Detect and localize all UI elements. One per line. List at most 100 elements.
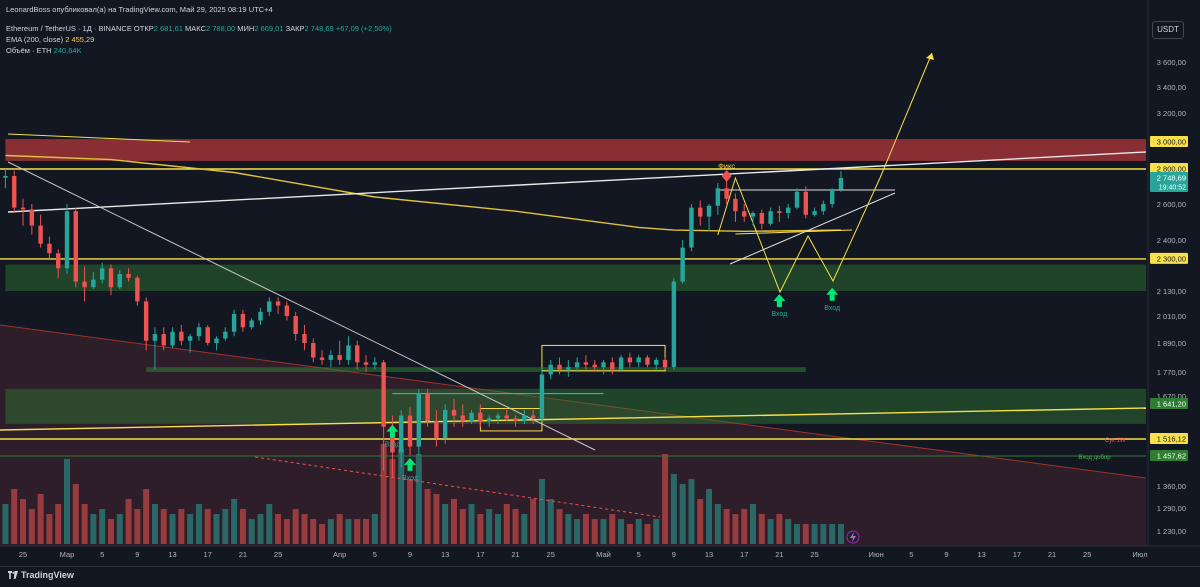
candle-body bbox=[733, 198, 738, 212]
price-axis-highlight-box bbox=[1150, 163, 1188, 174]
candle-body bbox=[504, 415, 509, 419]
candle-body bbox=[522, 415, 527, 422]
volume-bar bbox=[160, 509, 167, 544]
volume-bar bbox=[46, 514, 53, 544]
projected-path-line bbox=[717, 52, 933, 294]
volume-bar bbox=[679, 484, 686, 544]
zone-resistance bbox=[5, 139, 1146, 161]
candle-body bbox=[187, 336, 193, 341]
time-axis-tick-label: 17 bbox=[1013, 550, 1021, 559]
volume-bar bbox=[767, 519, 774, 544]
price-axis-highlight-label: 1 516,12 bbox=[1157, 435, 1186, 444]
candle-body bbox=[821, 204, 826, 212]
price-axis-tick-label: 1 670,00 bbox=[1157, 392, 1186, 401]
price-chart[interactable]: Фикс Вход Вход Вход Вход Сук 1W Вход добор 3 6… bbox=[0, 0, 1200, 566]
volume-bar bbox=[2, 504, 9, 544]
entry-arrow-icon bbox=[386, 424, 399, 438]
volume-bar bbox=[275, 514, 282, 544]
volume-bar bbox=[178, 509, 185, 544]
volume-bar bbox=[635, 519, 642, 544]
volume-bar bbox=[802, 524, 809, 544]
currency-unit-button[interactable]: USDT bbox=[1152, 21, 1184, 39]
candle-body bbox=[627, 357, 633, 363]
price-axis-highlight-label: 3 000,00 bbox=[1157, 138, 1186, 147]
volume-bar bbox=[609, 514, 616, 544]
candle-body bbox=[812, 211, 817, 215]
time-axis-tick-label: Мар bbox=[60, 550, 75, 559]
candle-body bbox=[794, 191, 800, 208]
volume-bar bbox=[125, 499, 132, 544]
volume-bar bbox=[134, 509, 141, 544]
volume-value: 240,64K bbox=[53, 46, 82, 55]
candle-body bbox=[249, 320, 254, 328]
volume-bar bbox=[292, 509, 299, 544]
candle-body bbox=[240, 313, 246, 328]
time-axis-tick-label: 17 bbox=[740, 550, 748, 559]
candle-body bbox=[574, 362, 580, 368]
volume-bar bbox=[319, 524, 326, 544]
annotation-label: Вход bbox=[771, 311, 787, 318]
ema200-line bbox=[5, 154, 841, 233]
footer-brand: TradingView bbox=[21, 570, 74, 580]
volume-bar bbox=[732, 514, 739, 544]
candle-body bbox=[390, 426, 395, 453]
time-axis-tick-label: 13 bbox=[168, 550, 176, 559]
candle-body bbox=[355, 345, 360, 363]
time-axis-tick-label: 9 bbox=[944, 550, 948, 559]
candle-body bbox=[539, 374, 545, 419]
volume-bar bbox=[477, 514, 484, 544]
candle-body bbox=[319, 357, 325, 360]
price-axis-tick-label: 3 600,00 bbox=[1157, 58, 1186, 67]
volume-bar bbox=[424, 489, 431, 544]
candle-body bbox=[20, 207, 26, 210]
time-axis-tick-label: 25 bbox=[19, 550, 27, 559]
price-axis-highlight-label: 1 457,62 bbox=[1157, 452, 1186, 461]
annotation-label: Вход bbox=[824, 305, 840, 312]
time-axis-tick-label: 9 bbox=[135, 550, 139, 559]
volume-bar bbox=[750, 504, 757, 544]
candle-body bbox=[29, 209, 35, 226]
price-axis-highlight-box bbox=[1150, 171, 1188, 192]
price-axis-highlight-box bbox=[1150, 252, 1188, 264]
volume-bar bbox=[11, 489, 18, 544]
ema-label[interactable]: EMA (200, close) bbox=[6, 35, 64, 44]
time-axis-tick-label: 5 bbox=[373, 550, 377, 559]
time-axis-tick-label: 13 bbox=[705, 550, 713, 559]
ohlc-close-label: ЗАКР bbox=[285, 24, 305, 33]
candle-body bbox=[425, 393, 430, 422]
time-axis-tick-label: 25 bbox=[547, 550, 555, 559]
ohlc-high-value: 2 788,00 bbox=[205, 24, 236, 33]
volume-label[interactable]: Объём · ETH bbox=[6, 46, 52, 55]
volume-bar bbox=[450, 499, 457, 544]
volume-bar bbox=[64, 459, 70, 544]
symbol-name[interactable]: Ethereum / TetherUS · 1Д · BINANCE bbox=[6, 24, 132, 33]
time-axis-tick-label: 21 bbox=[1048, 550, 1056, 559]
candle-body bbox=[126, 274, 131, 278]
price-axis-tick-label: 1 770,00 bbox=[1157, 368, 1186, 377]
volume-bar bbox=[389, 459, 396, 544]
candle-body bbox=[196, 327, 202, 337]
time-axis-tick-label: 5 bbox=[909, 550, 913, 559]
candle-body bbox=[99, 268, 105, 280]
volume-bar bbox=[697, 499, 704, 544]
volume-bar bbox=[521, 514, 528, 544]
volume-bar bbox=[248, 519, 255, 544]
chart-background bbox=[0, 0, 1200, 566]
price-axis-tick-label: 3 400,00 bbox=[1157, 83, 1186, 92]
volume-bar bbox=[582, 514, 589, 544]
time-axis-panel bbox=[0, 546, 1200, 566]
candle-body bbox=[267, 301, 272, 312]
zone-support-upper bbox=[5, 264, 1146, 291]
candle-body bbox=[108, 268, 114, 288]
price-axis-highlight-label: 1 641,20 bbox=[1157, 400, 1186, 409]
volume-bar bbox=[213, 514, 220, 544]
volume-bar bbox=[538, 479, 545, 544]
volume-trend-dashed-line bbox=[254, 456, 661, 518]
volume-bar bbox=[354, 519, 361, 544]
candle-body bbox=[592, 364, 597, 368]
volume-bar bbox=[116, 514, 123, 544]
volume-bar bbox=[231, 499, 238, 544]
volume-bar bbox=[327, 519, 334, 544]
candle-body bbox=[12, 176, 17, 208]
